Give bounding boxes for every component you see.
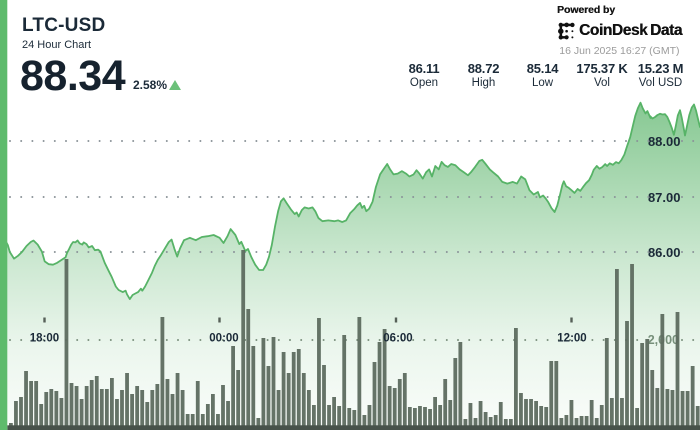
svg-text:18:00: 18:00: [30, 333, 59, 345]
svg-text:06:00: 06:00: [383, 333, 412, 345]
svg-text:87.00: 87.00: [648, 190, 681, 205]
svg-text:00:00: 00:00: [209, 333, 238, 345]
svg-text:88.00: 88.00: [648, 134, 681, 149]
svg-text:86.00: 86.00: [648, 245, 681, 260]
svg-text:12:00: 12:00: [557, 333, 586, 345]
